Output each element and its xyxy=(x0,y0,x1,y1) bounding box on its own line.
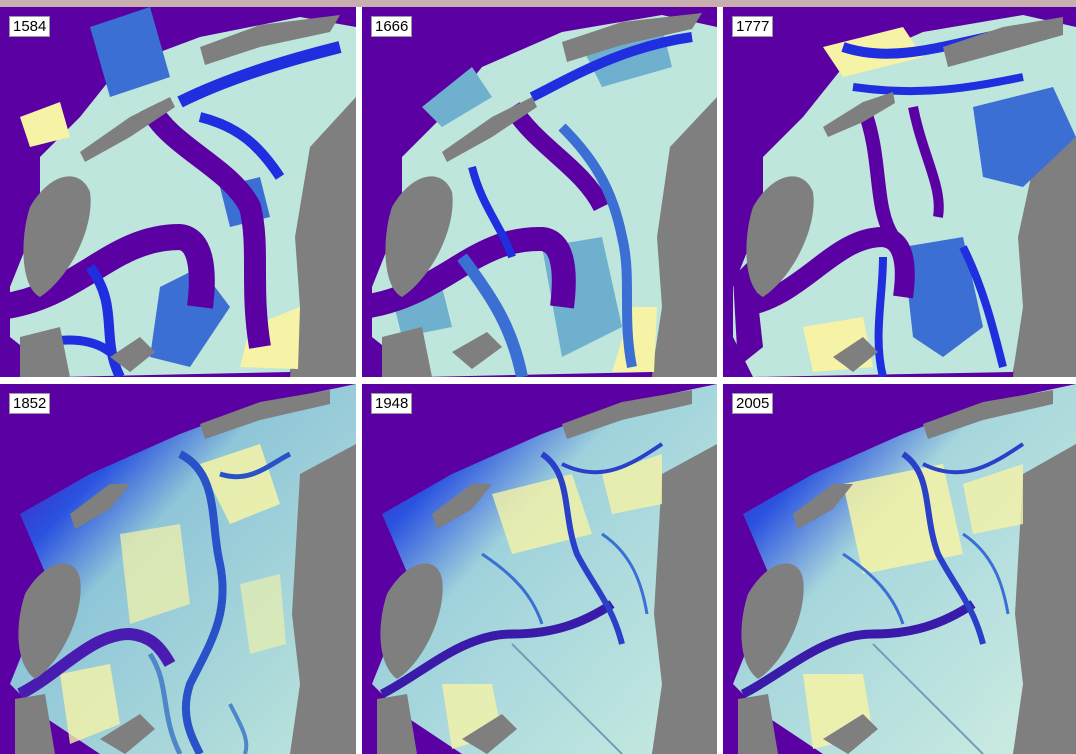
year-label: 1948 xyxy=(371,393,413,414)
island-shape xyxy=(833,337,878,372)
island-shape xyxy=(562,13,702,62)
map-panel-1666: 1666 xyxy=(362,7,717,377)
island-shape xyxy=(100,714,155,754)
bathymetry-map xyxy=(0,7,356,377)
mainland-shape xyxy=(650,434,717,754)
island-shape xyxy=(382,327,432,377)
island-shape xyxy=(793,484,853,529)
island-shape xyxy=(943,17,1063,67)
mainland-shape xyxy=(288,434,356,754)
island-shape xyxy=(200,15,340,65)
year-label: 1852 xyxy=(9,393,51,414)
island-shape xyxy=(738,694,778,754)
bathymetry-map xyxy=(362,384,717,754)
map-panel-1948: 1948 xyxy=(362,384,717,754)
island-shape xyxy=(385,176,453,297)
island-shape xyxy=(377,694,417,754)
bathymetry-map xyxy=(0,384,356,754)
map-panel-1852: 1852 xyxy=(0,384,356,754)
island-shape xyxy=(823,92,895,137)
bathymetry-map xyxy=(362,7,717,377)
year-label: 1584 xyxy=(9,16,51,37)
island-shape xyxy=(70,484,130,529)
island-shape xyxy=(823,714,878,754)
mainland-shape xyxy=(1011,434,1076,754)
map-panel-grid: 1584 1666 xyxy=(0,7,1076,754)
top-header-strip xyxy=(0,0,1076,7)
island-shape xyxy=(110,337,155,372)
map-panel-1584: 1584 xyxy=(0,7,356,377)
island-shape xyxy=(15,694,55,754)
year-label: 2005 xyxy=(732,393,774,414)
island-shape xyxy=(462,714,517,754)
bathymetry-map xyxy=(723,7,1076,377)
island-shape xyxy=(380,563,443,679)
island-shape xyxy=(442,97,537,162)
island-shape xyxy=(18,563,81,679)
island-shape xyxy=(452,332,502,369)
map-panel-1777: 1777 xyxy=(723,7,1076,377)
island-shape xyxy=(923,390,1053,439)
year-label: 1666 xyxy=(371,16,413,37)
island-shape xyxy=(23,176,91,297)
island-shape xyxy=(80,97,175,162)
island-shape xyxy=(562,390,692,439)
island-shape xyxy=(20,327,70,377)
island-shape xyxy=(741,563,804,679)
island-shape xyxy=(746,176,814,297)
year-label: 1777 xyxy=(732,16,774,37)
bathymetry-map xyxy=(723,384,1076,754)
island-shape xyxy=(200,390,330,439)
island-shape xyxy=(432,484,492,529)
map-panel-2005: 2005 xyxy=(723,384,1076,754)
